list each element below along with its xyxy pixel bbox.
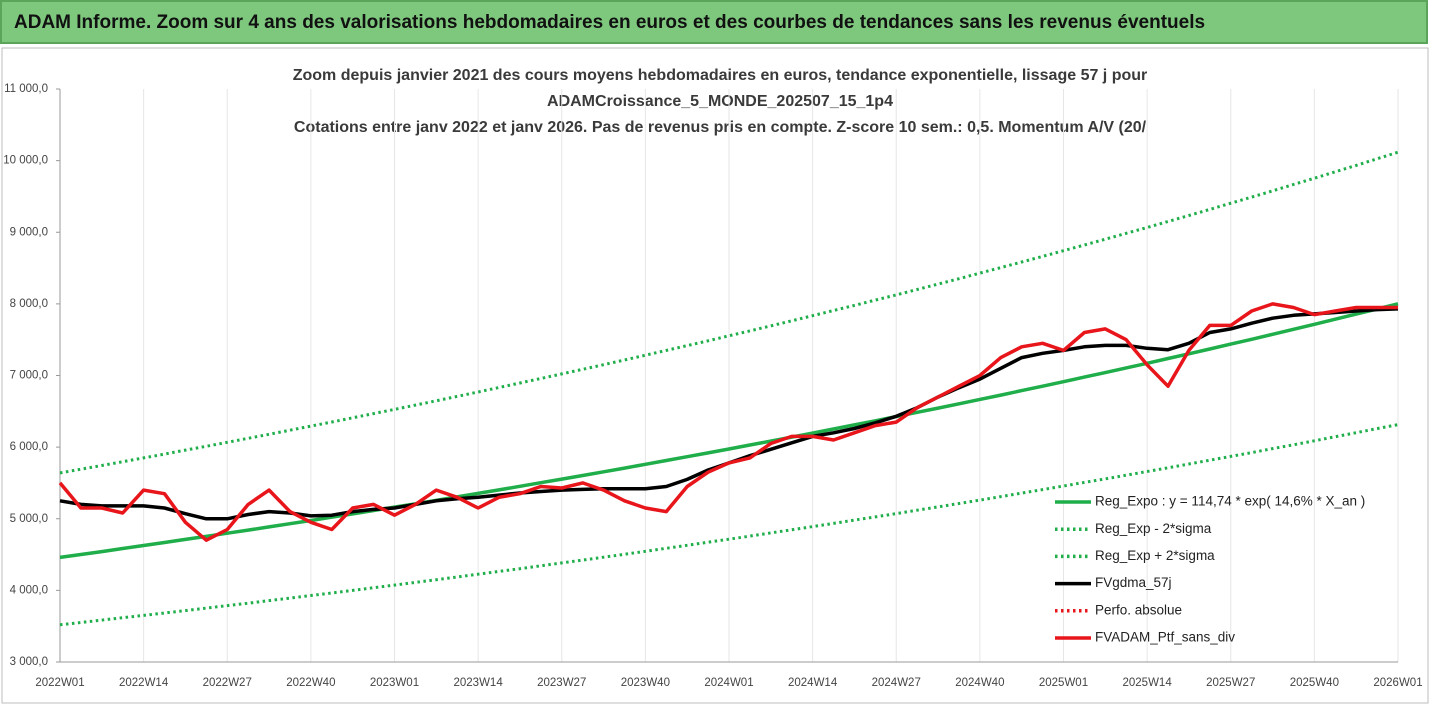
y-tick-label: 3 000,0 bbox=[10, 656, 48, 668]
chart-subtitle: Cotations entre janv 2022 et janv 2026. … bbox=[294, 119, 1147, 136]
x-tick-label: 2024W01 bbox=[704, 677, 753, 689]
series-line bbox=[58, 302, 1398, 542]
chart: Zoom depuis janvier 2021 des cours moyen… bbox=[1, 47, 1429, 704]
x-tick-label: 2022W40 bbox=[286, 677, 335, 689]
x-tick-label: 2024W40 bbox=[955, 677, 1004, 689]
x-tick-label: 2023W14 bbox=[454, 677, 504, 689]
legend-label: FVADAM_Ptf_sans_div bbox=[1095, 630, 1235, 645]
y-tick-label: 11 000,0 bbox=[4, 83, 48, 95]
series-line bbox=[59, 423, 1399, 627]
x-tick-label: 2025W14 bbox=[1123, 677, 1173, 689]
y-tick-label: 5 000,0 bbox=[10, 513, 48, 525]
y-tick-label: 10 000,0 bbox=[3, 155, 48, 167]
series-line bbox=[59, 302, 1399, 560]
x-tick-label: 2022W14 bbox=[119, 677, 169, 689]
y-tick-label: 9 000,0 bbox=[10, 226, 48, 238]
x-tick-label: 2022W01 bbox=[35, 677, 84, 689]
y-tick-label: 6 000,0 bbox=[10, 441, 48, 453]
page-title: ADAM Informe. Zoom sur 4 ans des valoris… bbox=[14, 12, 1206, 33]
x-tick-label: 2025W27 bbox=[1206, 677, 1255, 689]
y-tick-label: 4 000,0 bbox=[10, 584, 48, 596]
x-tick-label: 2023W40 bbox=[621, 677, 670, 689]
x-tick-label: 2024W14 bbox=[788, 677, 838, 689]
chart-subtitle: ADAMCroissance_5_MONDE_202507_15_1p4 bbox=[547, 93, 893, 110]
chart-subtitle: Zoom depuis janvier 2021 des cours moyen… bbox=[293, 67, 1148, 84]
header-bar: ADAM Informe. Zoom sur 4 ans des valoris… bbox=[0, 0, 1428, 44]
legend-label: Reg_Exp + 2*sigma bbox=[1095, 548, 1215, 563]
x-tick-label: 2023W01 bbox=[370, 677, 419, 689]
y-tick-label: 8 000,0 bbox=[10, 298, 48, 310]
x-tick-label: 2022W27 bbox=[203, 677, 252, 689]
x-tick-label: 2026W01 bbox=[1373, 677, 1422, 689]
x-tick-label: 2025W40 bbox=[1290, 677, 1339, 689]
legend-label: Perfo. absolue bbox=[1095, 602, 1182, 617]
chart-frame bbox=[1, 47, 1429, 704]
y-tick-label: 7 000,0 bbox=[10, 370, 48, 382]
legend-label: Reg_Exp - 2*sigma bbox=[1095, 521, 1212, 536]
legend-label: Reg_Expo : y = 114,74 * exp( 14,6% * X_a… bbox=[1095, 494, 1365, 509]
x-tick-label: 2025W01 bbox=[1039, 677, 1088, 689]
x-tick-label: 2024W27 bbox=[872, 677, 921, 689]
x-tick-label: 2023W27 bbox=[537, 677, 586, 689]
legend-label: FVgdma_57j bbox=[1095, 575, 1172, 590]
